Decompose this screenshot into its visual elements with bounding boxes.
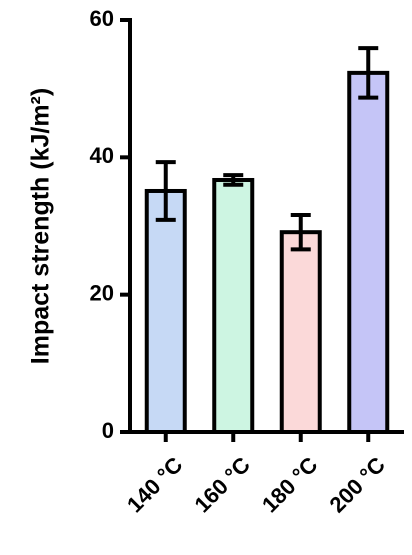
y-tick-label: 60	[90, 6, 114, 31]
y-tick-label: 40	[90, 143, 114, 168]
x-tick-label: 160 °C	[189, 452, 254, 517]
bar	[144, 188, 187, 434]
bar	[347, 70, 390, 435]
x-tick-label: 140 °C	[122, 452, 187, 517]
bar	[279, 230, 322, 434]
bar	[212, 177, 255, 434]
y-tick-label: 0	[102, 418, 114, 443]
x-tick-label: 180 °C	[257, 452, 322, 517]
y-axis-title: Impact strength (kJ/m²)	[27, 88, 55, 364]
y-tick-label: 20	[90, 280, 114, 305]
x-tick-label: 200 °C	[324, 452, 389, 517]
